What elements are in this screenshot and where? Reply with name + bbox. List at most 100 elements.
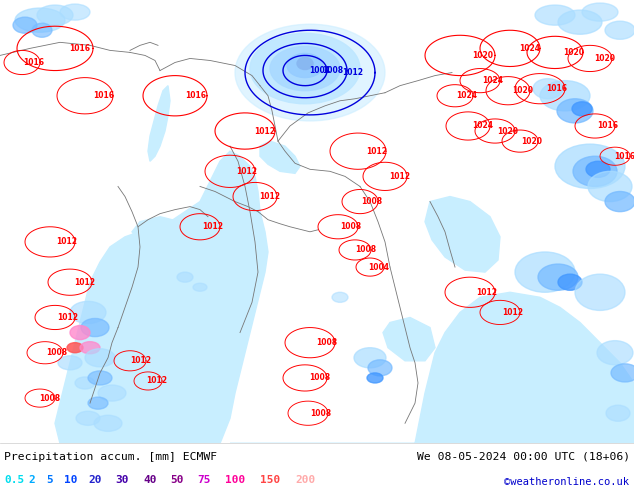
Ellipse shape <box>98 385 126 401</box>
Ellipse shape <box>297 57 313 70</box>
Polygon shape <box>260 141 300 173</box>
Ellipse shape <box>573 156 617 187</box>
Text: 1008: 1008 <box>46 348 67 357</box>
Ellipse shape <box>193 283 207 291</box>
Text: 1016: 1016 <box>23 58 44 67</box>
Text: 200: 200 <box>295 475 315 485</box>
Ellipse shape <box>605 21 634 39</box>
Text: We 08-05-2024 00:00 UTC (18+06): We 08-05-2024 00:00 UTC (18+06) <box>417 452 630 462</box>
Polygon shape <box>425 196 500 272</box>
Ellipse shape <box>58 356 82 370</box>
Text: 40: 40 <box>143 475 157 485</box>
Ellipse shape <box>555 144 625 189</box>
Ellipse shape <box>67 343 83 353</box>
Ellipse shape <box>606 405 630 421</box>
Ellipse shape <box>558 10 602 34</box>
Ellipse shape <box>332 292 348 302</box>
Ellipse shape <box>540 81 590 111</box>
Ellipse shape <box>368 360 392 376</box>
Ellipse shape <box>32 23 52 37</box>
Ellipse shape <box>81 318 109 337</box>
Ellipse shape <box>37 5 73 25</box>
Ellipse shape <box>88 397 108 409</box>
Text: 150: 150 <box>260 475 280 485</box>
Text: 1012: 1012 <box>366 147 387 156</box>
Text: 1008: 1008 <box>355 245 376 254</box>
Polygon shape <box>148 86 170 161</box>
Ellipse shape <box>94 415 122 431</box>
Text: 1012: 1012 <box>254 126 275 136</box>
Ellipse shape <box>557 99 593 123</box>
Ellipse shape <box>558 274 582 290</box>
Text: 2: 2 <box>28 475 35 485</box>
Text: 1024: 1024 <box>472 122 493 130</box>
Text: 30: 30 <box>115 475 129 485</box>
Polygon shape <box>383 318 435 361</box>
Text: 1016: 1016 <box>597 122 619 130</box>
Text: 1012: 1012 <box>259 192 280 201</box>
Ellipse shape <box>367 373 383 383</box>
Text: 1012: 1012 <box>342 68 363 77</box>
Text: 20: 20 <box>88 475 101 485</box>
Ellipse shape <box>235 24 385 121</box>
Text: 1020: 1020 <box>563 48 584 57</box>
Ellipse shape <box>611 364 634 382</box>
Text: 1016: 1016 <box>69 44 90 53</box>
Ellipse shape <box>88 371 112 385</box>
Text: 1020: 1020 <box>512 86 533 95</box>
Ellipse shape <box>250 33 360 104</box>
Ellipse shape <box>70 301 106 323</box>
Text: 1008: 1008 <box>39 393 60 403</box>
Text: 1004: 1004 <box>309 66 330 75</box>
Text: 1012: 1012 <box>56 237 77 246</box>
Ellipse shape <box>15 8 65 32</box>
Text: 0.5: 0.5 <box>4 475 24 485</box>
Text: 1012: 1012 <box>130 356 151 366</box>
Ellipse shape <box>575 274 625 311</box>
Ellipse shape <box>70 325 90 340</box>
Text: 1012: 1012 <box>476 288 497 297</box>
Ellipse shape <box>605 192 634 212</box>
Text: 1012: 1012 <box>74 278 95 287</box>
Text: 1016: 1016 <box>185 91 206 100</box>
Text: 1012: 1012 <box>236 167 257 176</box>
Text: 1016: 1016 <box>93 91 113 100</box>
Text: 1012: 1012 <box>503 308 524 317</box>
Text: 1008: 1008 <box>321 66 343 75</box>
Text: 75: 75 <box>197 475 210 485</box>
Text: 1008: 1008 <box>340 222 361 231</box>
Text: 1020: 1020 <box>521 137 542 146</box>
Ellipse shape <box>538 264 578 290</box>
Polygon shape <box>132 217 195 250</box>
Text: 10: 10 <box>64 475 77 485</box>
Ellipse shape <box>13 17 37 33</box>
Polygon shape <box>230 292 634 443</box>
Ellipse shape <box>287 53 323 77</box>
Text: 1020: 1020 <box>498 126 519 136</box>
Text: 1004: 1004 <box>368 263 390 271</box>
Ellipse shape <box>80 342 100 354</box>
Text: 50: 50 <box>170 475 183 485</box>
Ellipse shape <box>588 172 632 201</box>
Text: 1012: 1012 <box>58 313 79 322</box>
Ellipse shape <box>515 252 575 292</box>
Text: 1020: 1020 <box>472 51 493 60</box>
Text: 1008: 1008 <box>316 338 337 347</box>
Text: 100: 100 <box>225 475 245 485</box>
Ellipse shape <box>354 348 386 368</box>
Ellipse shape <box>85 349 115 367</box>
Text: 1008: 1008 <box>311 409 332 417</box>
Text: 1016: 1016 <box>546 84 567 93</box>
Text: 1024: 1024 <box>456 91 477 100</box>
Text: 5: 5 <box>46 475 53 485</box>
Text: 1024: 1024 <box>519 44 540 53</box>
Text: Precipitation accum. [mm] ECMWF: Precipitation accum. [mm] ECMWF <box>4 452 217 462</box>
Ellipse shape <box>535 5 575 25</box>
Ellipse shape <box>76 411 100 425</box>
Text: 1012: 1012 <box>202 222 224 231</box>
Ellipse shape <box>582 3 618 21</box>
Text: 1008: 1008 <box>361 197 382 206</box>
Ellipse shape <box>75 377 95 389</box>
Ellipse shape <box>270 47 340 91</box>
Text: 1024: 1024 <box>482 76 503 85</box>
